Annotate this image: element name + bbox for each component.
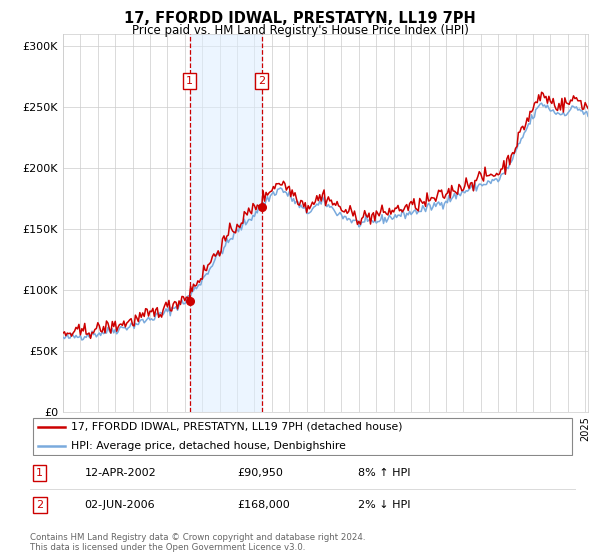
Text: 02-JUN-2006: 02-JUN-2006 (85, 500, 155, 510)
Text: £168,000: £168,000 (238, 500, 290, 510)
Bar (190, 34, 262, 412)
Text: HPI: Average price, detached house, Denbighshire: HPI: Average price, detached house, Denb… (71, 441, 346, 450)
Text: 12-APR-2002: 12-APR-2002 (85, 468, 157, 478)
Text: £90,950: £90,950 (238, 468, 283, 478)
Text: 1: 1 (186, 76, 193, 86)
Text: 2: 2 (258, 76, 265, 86)
Text: 8% ↑ HPI: 8% ↑ HPI (358, 468, 410, 478)
FancyBboxPatch shape (33, 418, 572, 455)
Text: 1: 1 (37, 468, 43, 478)
Text: 2: 2 (36, 500, 43, 510)
Text: 17, FFORDD IDWAL, PRESTATYN, LL19 7PH: 17, FFORDD IDWAL, PRESTATYN, LL19 7PH (124, 11, 476, 26)
Text: 17, FFORDD IDWAL, PRESTATYN, LL19 7PH (detached house): 17, FFORDD IDWAL, PRESTATYN, LL19 7PH (d… (71, 422, 403, 432)
Text: 2% ↓ HPI: 2% ↓ HPI (358, 500, 410, 510)
Text: Contains HM Land Registry data © Crown copyright and database right 2024.: Contains HM Land Registry data © Crown c… (30, 533, 365, 542)
Text: This data is licensed under the Open Government Licence v3.0.: This data is licensed under the Open Gov… (30, 543, 305, 552)
Text: Price paid vs. HM Land Registry's House Price Index (HPI): Price paid vs. HM Land Registry's House … (131, 24, 469, 36)
